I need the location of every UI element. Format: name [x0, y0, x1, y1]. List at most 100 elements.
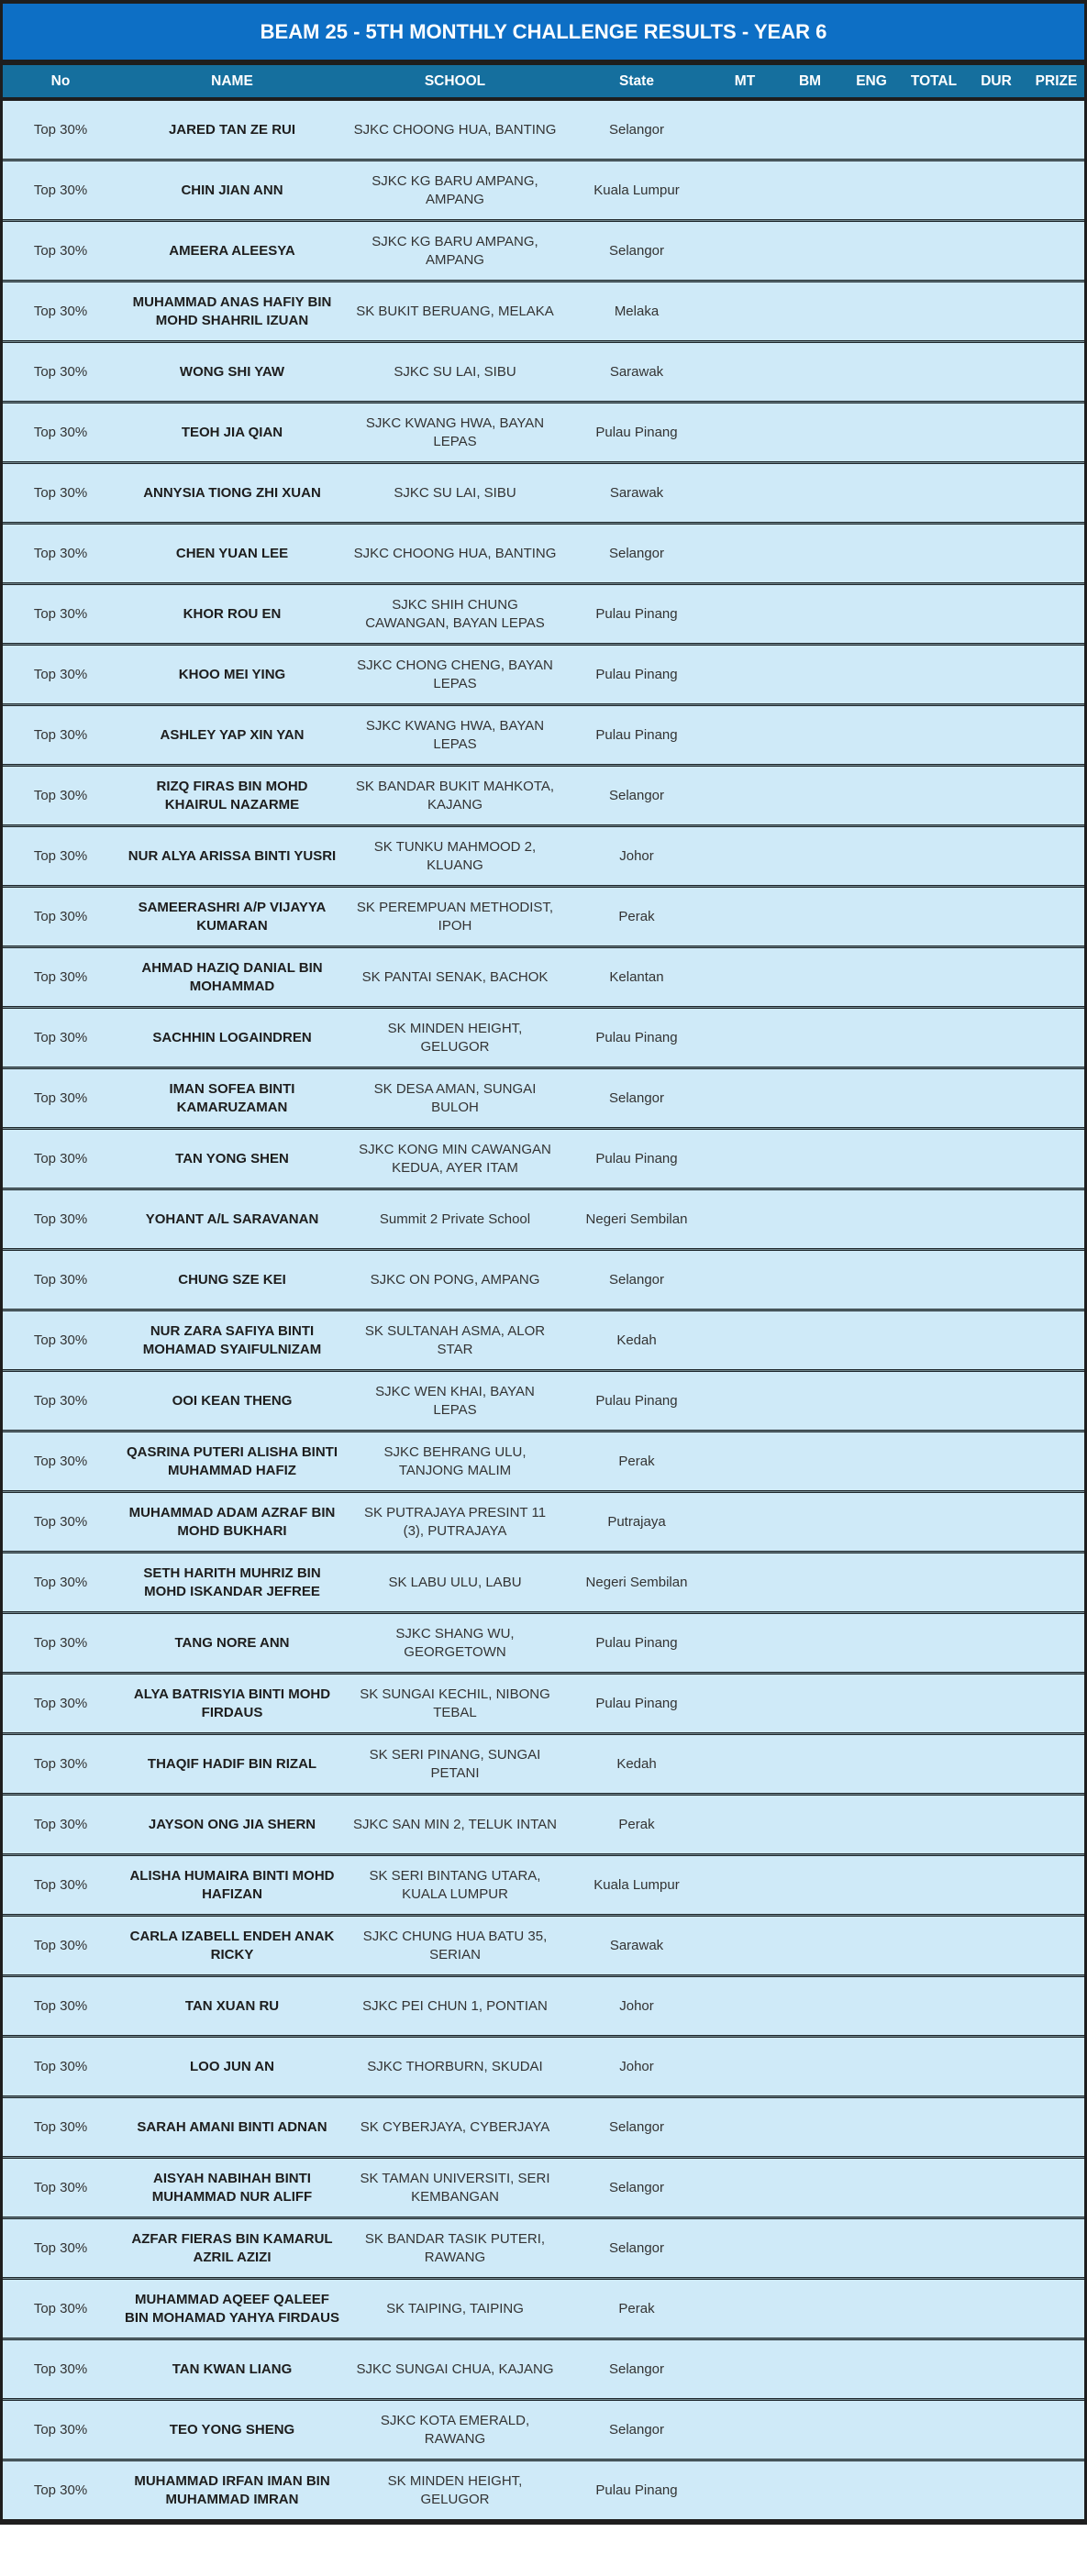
mt-score-cell — [709, 1816, 781, 1834]
prize-cell — [1028, 182, 1084, 200]
school-cell: SK MINDEN HEIGHT, GELUGOR — [387, 1021, 523, 1055]
eng-score-cell — [839, 2239, 904, 2258]
bm-score-cell — [781, 1876, 839, 1895]
prize-cell — [1028, 2300, 1084, 2318]
duration-cell — [964, 424, 1028, 442]
table-row: Top 30% TANG NORE ANN SJKC SHANG WU, GEO… — [3, 1614, 1084, 1672]
total-score-cell — [904, 1876, 964, 1895]
school-cell: SK DESA AMAN, SUNGAI BULOH — [373, 1081, 537, 1115]
name-cell: MUHAMMAD ADAM AZRAF BIN MOHD BUKHARI — [128, 1505, 336, 1539]
table-row: Top 30% JAYSON ONG JIA SHERN SJKC SAN MI… — [3, 1796, 1084, 1853]
duration-cell — [964, 1211, 1028, 1229]
name-cell: SARAH AMANI BINTI ADNAN — [137, 2118, 327, 2135]
duration-cell — [964, 303, 1028, 321]
row-separator — [3, 1793, 1084, 1796]
rank-cell: Top 30% — [33, 1876, 88, 1893]
school-cell: SJKC CHUNG HUA BATU 35, SERIAN — [362, 1929, 548, 1962]
rank-cell: Top 30% — [33, 847, 88, 864]
total-score-cell — [904, 363, 964, 381]
rank-cell: Top 30% — [33, 182, 88, 198]
duration-cell — [964, 1997, 1028, 2016]
mt-score-cell — [709, 605, 781, 624]
total-score-cell — [904, 1574, 964, 1592]
total-score-cell — [904, 1634, 964, 1653]
row-separator — [3, 340, 1084, 343]
table-row: Top 30% LOO JUN AN SJKC THORBURN, SKUDAI… — [3, 2038, 1084, 2095]
eng-score-cell — [839, 1392, 904, 1410]
column-header-school: SCHOOL — [424, 72, 486, 89]
eng-score-cell — [839, 605, 904, 624]
bm-score-cell — [781, 1029, 839, 1047]
prize-cell — [1028, 363, 1084, 381]
prize-cell — [1028, 1634, 1084, 1653]
total-score-cell — [904, 1150, 964, 1168]
rank-cell: Top 30% — [33, 1513, 88, 1530]
table-row: Top 30% KHOO MEI YING SJKC CHONG CHENG, … — [3, 646, 1084, 703]
total-score-cell — [904, 2058, 964, 2076]
school-cell: SK CYBERJAYA, CYBERJAYA — [360, 2118, 550, 2135]
name-cell: CHUNG SZE KEI — [178, 1271, 286, 1288]
prize-cell — [1028, 1755, 1084, 1774]
bm-score-cell — [781, 545, 839, 563]
school-cell: SJKC PEI CHUN 1, PONTIAN — [362, 1997, 548, 2014]
mt-score-cell — [709, 303, 781, 321]
bm-score-cell — [781, 1392, 839, 1410]
state-cell: Johor — [619, 2058, 654, 2074]
rank-cell: Top 30% — [33, 666, 88, 682]
eng-score-cell — [839, 787, 904, 805]
total-score-cell — [904, 968, 964, 987]
mt-score-cell — [709, 1695, 781, 1713]
total-score-cell — [904, 666, 964, 684]
duration-cell — [964, 2058, 1028, 2076]
eng-score-cell — [839, 1816, 904, 1834]
rank-cell: Top 30% — [33, 303, 88, 319]
table-row: Top 30% CHUNG SZE KEI SJKC ON PONG, AMPA… — [3, 1251, 1084, 1309]
school-cell: SK BANDAR BUKIT MAHKOTA, KAJANG — [355, 779, 555, 813]
bm-score-cell — [781, 1634, 839, 1653]
table-row: Top 30% TEOH JIA QIAN SJKC KWANG HWA, BA… — [3, 404, 1084, 461]
eng-score-cell — [839, 1513, 904, 1531]
total-score-cell — [904, 605, 964, 624]
state-cell: Kedah — [616, 1755, 657, 1772]
table-row: Top 30% RIZQ FIRAS BIN MOHD KHAIRUL NAZA… — [3, 767, 1084, 824]
total-score-cell — [904, 424, 964, 442]
eng-score-cell — [839, 2058, 904, 2076]
duration-cell — [964, 484, 1028, 503]
rank-cell: Top 30% — [33, 1453, 88, 1469]
school-cell: SJKC SHANG WU, GEORGETOWN — [395, 1626, 515, 1660]
row-separator — [3, 703, 1084, 706]
duration-cell — [964, 1271, 1028, 1289]
name-cell: ALYA BATRISYIA BINTI MOHD FIRDAUS — [133, 1686, 331, 1720]
mt-score-cell — [709, 2360, 781, 2379]
row-separator — [3, 1853, 1084, 1856]
school-cell: SJKC ON PONG, AMPANG — [370, 1271, 540, 1288]
total-score-cell — [904, 2421, 964, 2439]
rank-cell: Top 30% — [33, 484, 88, 501]
state-cell: Pulau Pinang — [595, 1392, 678, 1409]
mt-score-cell — [709, 2482, 781, 2500]
duration-cell — [964, 242, 1028, 260]
duration-cell — [964, 545, 1028, 563]
rank-cell: Top 30% — [33, 2421, 88, 2438]
rank-cell: Top 30% — [33, 1029, 88, 1045]
name-cell: KHOR ROU EN — [183, 605, 282, 622]
eng-score-cell — [839, 484, 904, 503]
bm-score-cell — [781, 1937, 839, 1955]
duration-cell — [964, 1392, 1028, 1410]
prize-cell — [1028, 2179, 1084, 2197]
mt-score-cell — [709, 787, 781, 805]
total-score-cell — [904, 1997, 964, 2016]
total-score-cell — [904, 787, 964, 805]
prize-cell — [1028, 2239, 1084, 2258]
total-score-cell — [904, 182, 964, 200]
state-cell: Pulau Pinang — [595, 424, 678, 440]
table-row: Top 30% TAN YONG SHEN SJKC KONG MIN CAWA… — [3, 1130, 1084, 1188]
school-cell: SJKC BEHRANG ULU, TANJONG MALIM — [383, 1444, 527, 1478]
school-cell: SK BUKIT BERUANG, MELAKA — [356, 303, 554, 319]
state-cell: Negeri Sembilan — [585, 1211, 688, 1227]
school-cell: SJKC CHOONG HUA, BANTING — [353, 121, 557, 138]
name-cell: ASHLEY YAP XIN YAN — [160, 726, 305, 743]
state-cell: Selangor — [608, 1089, 665, 1106]
duration-cell — [964, 787, 1028, 805]
eng-score-cell — [839, 1332, 904, 1350]
